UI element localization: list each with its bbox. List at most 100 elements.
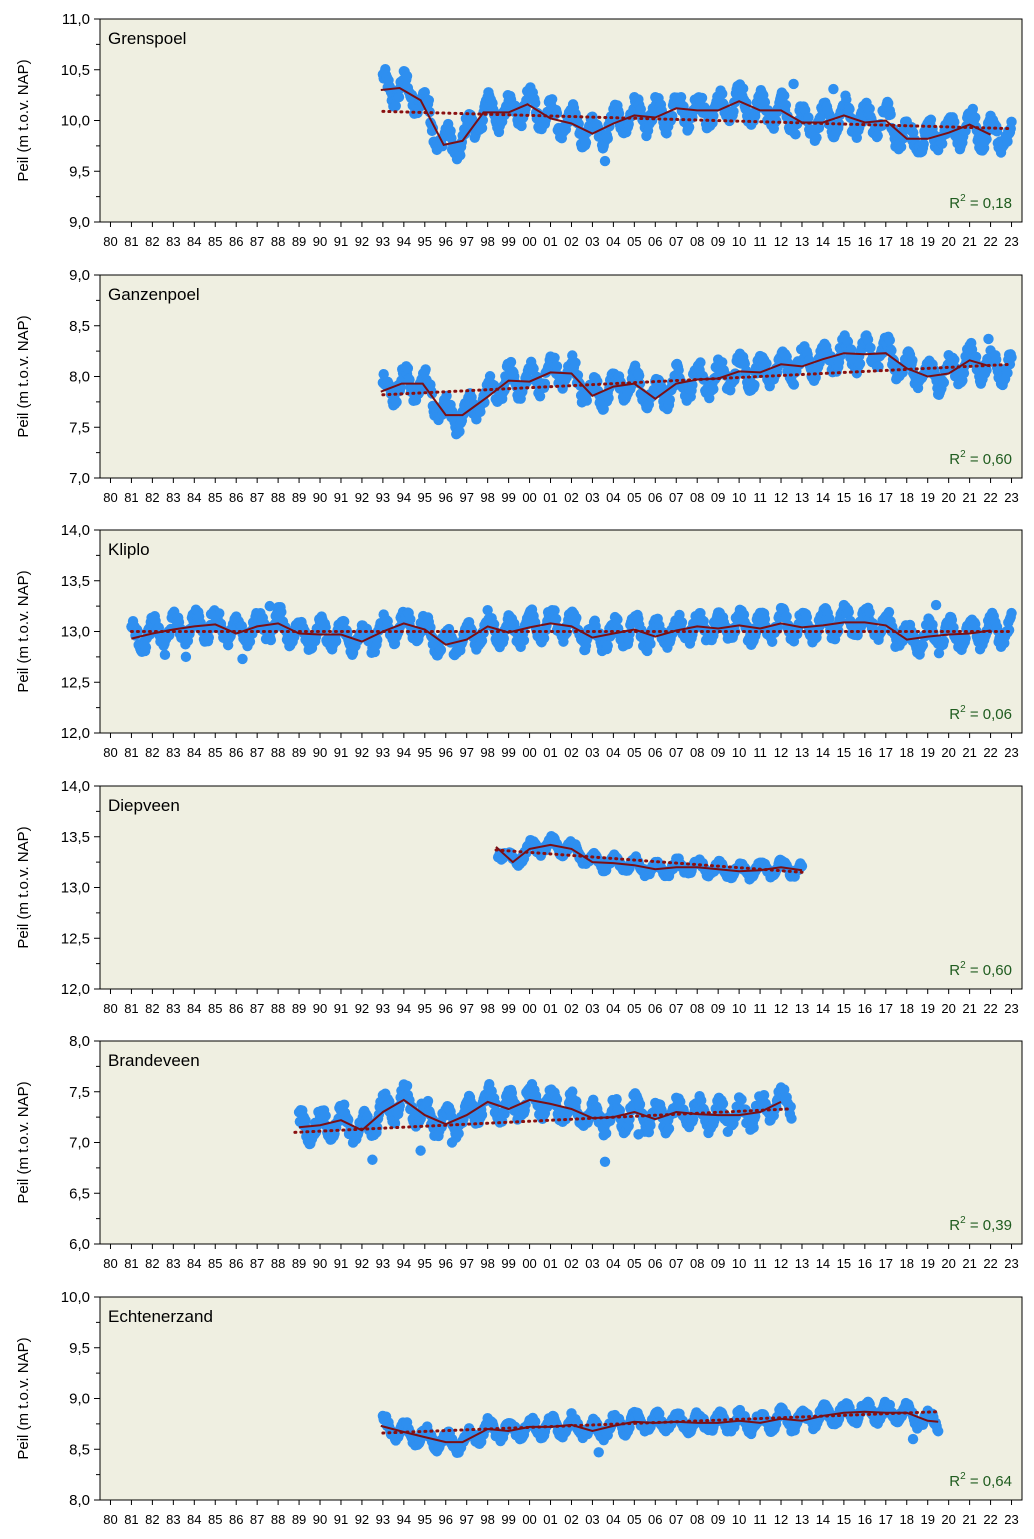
x-tick-label: 86	[229, 745, 243, 760]
x-tick-label: 94	[397, 745, 411, 760]
y-tick-label: 9,0	[69, 214, 90, 231]
x-tick-label: 85	[208, 490, 222, 505]
data-point	[550, 613, 562, 625]
x-tick-label: 02	[564, 490, 578, 505]
y-axis-label: Peil (m t.o.v. NAP)	[15, 570, 32, 692]
data-points	[377, 330, 1017, 440]
x-tick-label: 15	[837, 1001, 851, 1016]
r-squared-label: R2 = 0,39	[949, 1215, 1012, 1234]
x-tick-label: 21	[962, 1001, 976, 1016]
data-point	[645, 638, 656, 650]
x-tick-label: 99	[501, 1001, 515, 1016]
y-tick-label: 7,5	[69, 1084, 90, 1101]
x-tick-label: 84	[187, 1512, 201, 1527]
data-point	[907, 355, 918, 366]
data-point	[538, 633, 550, 644]
x-tick-label: 17	[879, 1001, 893, 1016]
x-tick-label: 85	[208, 745, 222, 760]
x-tick-label: 01	[543, 1001, 557, 1016]
x-tick-label: 88	[271, 745, 285, 760]
x-tick-label: 12	[774, 490, 788, 505]
data-point-outlier	[788, 78, 799, 90]
regression-line	[381, 109, 1014, 131]
x-tick-label: 16	[858, 745, 872, 760]
data-point	[664, 394, 676, 405]
x-tick-label: 88	[271, 490, 285, 505]
data-point	[611, 1094, 622, 1105]
y-tick-label: 9,5	[69, 1340, 90, 1357]
data-point	[864, 607, 875, 618]
y-tick-label: 6,5	[69, 1185, 90, 1202]
y-tick-label: 12,0	[61, 981, 90, 998]
data-point-outlier	[633, 1129, 644, 1140]
x-tick-label: 14	[816, 1001, 830, 1016]
x-tick-label: 23	[1004, 490, 1018, 505]
data-point	[581, 395, 592, 406]
x-tick-label: 95	[418, 1512, 432, 1527]
x-tick-label: 97	[459, 1256, 473, 1271]
x-tick-label: 82	[145, 1001, 159, 1016]
x-tick-label: 20	[941, 490, 955, 505]
x-tick-label: 17	[879, 1512, 893, 1527]
x-tick-label: 81	[124, 1001, 138, 1016]
x-tick-label: 90	[313, 490, 327, 505]
x-tick-label: 03	[585, 1512, 599, 1527]
y-tick-label: 9,0	[69, 1391, 90, 1408]
x-tick-label: 20	[941, 234, 955, 249]
data-point	[675, 91, 687, 103]
x-tick-label: 13	[795, 1001, 809, 1016]
x-tick-label: 20	[941, 745, 955, 760]
data-point	[687, 379, 698, 391]
y-tick-label: 6,0	[69, 1236, 90, 1253]
y-tick-label: 9,0	[69, 267, 90, 284]
data-point	[401, 1080, 413, 1092]
x-tick-label: 18	[900, 490, 914, 505]
x-tick-label: 14	[816, 1512, 830, 1527]
plot-area	[99, 785, 1023, 990]
data-point	[696, 92, 708, 104]
x-tick-label: 07	[669, 234, 683, 249]
x-tick-label: 05	[627, 234, 641, 249]
data-point	[203, 632, 215, 643]
x-tick-label: 94	[397, 1512, 411, 1527]
x-tick-label: 82	[145, 234, 159, 249]
y-tick-label: 8,5	[69, 318, 90, 335]
x-tick-label: 04	[606, 745, 620, 760]
y-tick-label: 9,5	[69, 163, 90, 180]
x-tick-label: 12	[774, 234, 788, 249]
x-tick-label: 99	[501, 1256, 515, 1271]
data-point	[546, 94, 558, 105]
data-point	[716, 88, 728, 100]
x-tick-label: 00	[522, 490, 536, 505]
data-point	[865, 342, 876, 353]
data-point	[766, 636, 778, 647]
data-point	[813, 122, 825, 134]
x-tick-label: 92	[355, 745, 369, 760]
x-tick-label: 95	[418, 1256, 432, 1271]
y-axis-label: Peil (m t.o.v. NAP)	[15, 1337, 32, 1459]
x-tick-label: 18	[900, 1001, 914, 1016]
x-tick-label: 85	[208, 1512, 222, 1527]
x-tick-label: 84	[187, 1256, 201, 1271]
x-tick-label: 08	[690, 490, 704, 505]
data-point	[600, 1128, 612, 1139]
x-tick-label: 84	[187, 490, 201, 505]
x-tick-label: 80	[103, 234, 117, 249]
data-point	[549, 605, 560, 616]
x-tick-label: 14	[816, 234, 830, 249]
data-point	[779, 90, 790, 101]
chart-title: Ganzenpoel	[108, 285, 200, 304]
data-point	[580, 137, 592, 148]
x-tick-label: 04	[606, 1512, 620, 1527]
data-point	[320, 1110, 331, 1121]
x-tick-label: 23	[1004, 234, 1018, 249]
x-tick-label: 80	[103, 745, 117, 760]
data-point	[886, 345, 897, 356]
data-point	[728, 106, 739, 117]
y-tick-label: 8,0	[69, 1033, 90, 1050]
data-point	[549, 352, 560, 363]
x-tick-label: 03	[585, 1256, 599, 1271]
data-point	[885, 109, 896, 120]
data-point	[824, 613, 835, 625]
y-axis-label: Peil (m t.o.v. NAP)	[15, 1081, 32, 1203]
